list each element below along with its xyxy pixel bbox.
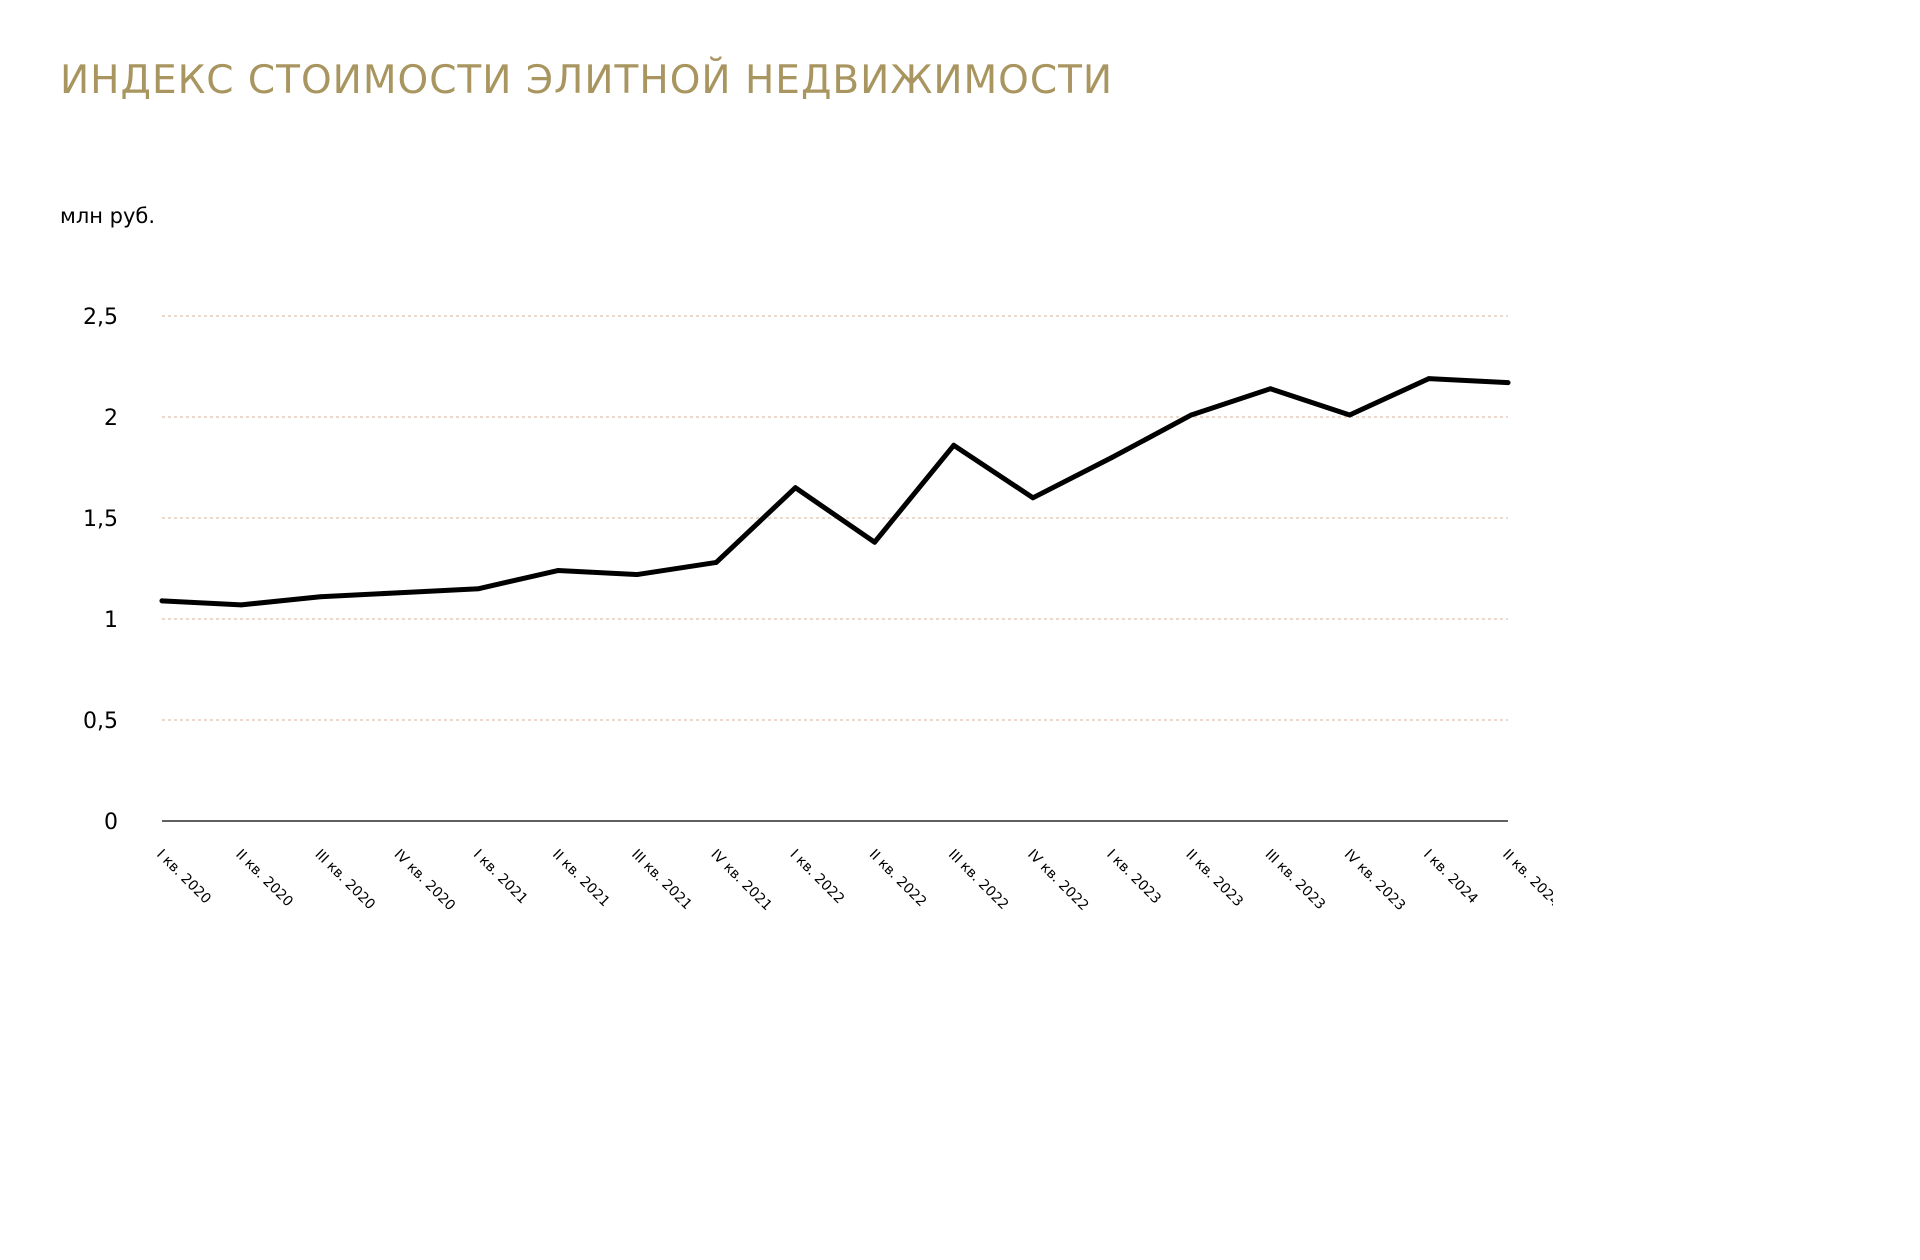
x-tick-label: IV кв. 2023 <box>1341 847 1408 914</box>
series-group <box>159 376 1511 608</box>
data-point <box>238 602 244 608</box>
y-axis-unit-label: млн руб. <box>60 204 156 228</box>
x-tick-label: IV кв. 2021 <box>707 847 774 914</box>
x-tick-label: I кв. 2020 <box>153 847 214 908</box>
x-tick-label: I кв. 2022 <box>787 847 848 908</box>
x-tick-label: II кв. 2020 <box>232 847 296 911</box>
y-tick-label: 1 <box>104 608 118 633</box>
data-point <box>872 539 877 545</box>
chart-title: ИНДЕКС СТОИМОСТИ ЭЛИТНОЙ НЕДВИЖИМОСТИ <box>60 58 1114 103</box>
x-tick-label: I кв. 2024 <box>1420 847 1481 908</box>
data-point <box>1188 412 1194 418</box>
y-tick-label: 0,5 <box>83 709 118 734</box>
x-tick-label: I кв. 2021 <box>470 847 531 908</box>
data-point <box>1109 455 1115 460</box>
y-tick-label: 2 <box>104 406 118 431</box>
data-point <box>634 572 640 577</box>
data-point <box>1505 380 1511 386</box>
data-point <box>397 590 402 596</box>
data-point <box>317 594 323 600</box>
x-tick-label: II кв. 2021 <box>549 847 613 911</box>
y-tick-label: 2,5 <box>83 305 118 330</box>
x-tick-label: III кв. 2023 <box>1262 847 1329 914</box>
x-tick-label: II кв. 2022 <box>866 847 930 911</box>
y-tick-label: 1,5 <box>83 507 118 532</box>
x-tick-label: IV кв. 2020 <box>391 847 458 914</box>
x-tick-label: II кв. 2024 <box>1499 847 1553 911</box>
data-point <box>951 442 957 448</box>
data-point <box>1030 495 1036 501</box>
line-chart: 00,511,522,5 I кв. 2020 II кв. 2020 III кв… <box>83 305 1553 914</box>
data-point <box>793 485 798 491</box>
data-point <box>476 586 482 592</box>
x-tick-label: III кв. 2021 <box>628 847 695 914</box>
x-tick-label: I кв. 2023 <box>1103 847 1164 908</box>
y-axis-ticks: 0 0,5 1 1,5 2 2,5 <box>83 305 118 835</box>
data-point <box>159 598 165 604</box>
data-point <box>1268 386 1273 392</box>
x-tick-label: IV кв. 2022 <box>1024 847 1091 914</box>
data-point <box>555 568 561 573</box>
x-tick-label: III кв. 2022 <box>945 847 1012 914</box>
data-point <box>1426 376 1432 382</box>
series-line <box>159 376 1511 608</box>
data-point <box>1347 412 1353 418</box>
x-tick-label: II кв. 2023 <box>1182 847 1246 911</box>
data-point <box>713 560 719 565</box>
x-axis-ticks: I кв. 2020 II кв. 2020 III кв. 2020 IV кв. … <box>153 847 1553 914</box>
y-tick-label: 0 <box>104 810 118 835</box>
x-tick-label: III кв. 2020 <box>312 847 379 914</box>
